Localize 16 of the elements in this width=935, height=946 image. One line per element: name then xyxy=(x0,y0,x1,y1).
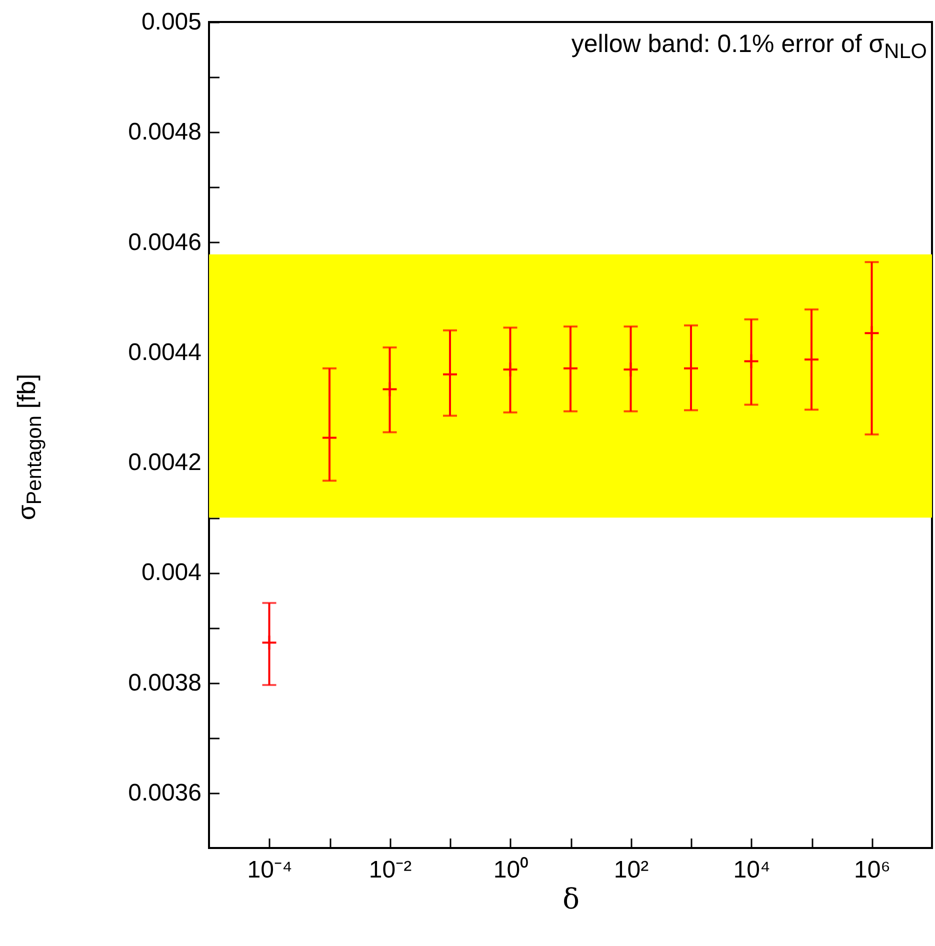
y-tick-label: 0.0038 xyxy=(128,669,202,696)
y-tick-label: 0.0046 xyxy=(128,228,202,256)
y-tick-label: 0.0036 xyxy=(128,779,202,806)
x-tick-label: 10⁰ xyxy=(493,856,528,884)
y-tick-label: 0.0048 xyxy=(128,118,202,146)
y-tick-label: 0.0044 xyxy=(128,338,202,366)
x-tick-label: 10⁶ xyxy=(854,856,891,884)
x-tick-label: 10² xyxy=(614,856,649,884)
y-tick-label: 0.005 xyxy=(141,8,202,36)
y-tick-label: 0.004 xyxy=(141,559,202,586)
y-tick-label: 0.0042 xyxy=(128,449,202,476)
x-tick-label: 10⁻⁴ xyxy=(247,856,292,884)
x-tick-label: 10⁴ xyxy=(733,856,770,884)
annotation: yellow band: 0.1% error of σ$_{NLO}$ xyxy=(571,30,927,64)
x-tick-label: 10⁻² xyxy=(368,856,412,884)
x-axis-title: δ xyxy=(562,882,580,916)
